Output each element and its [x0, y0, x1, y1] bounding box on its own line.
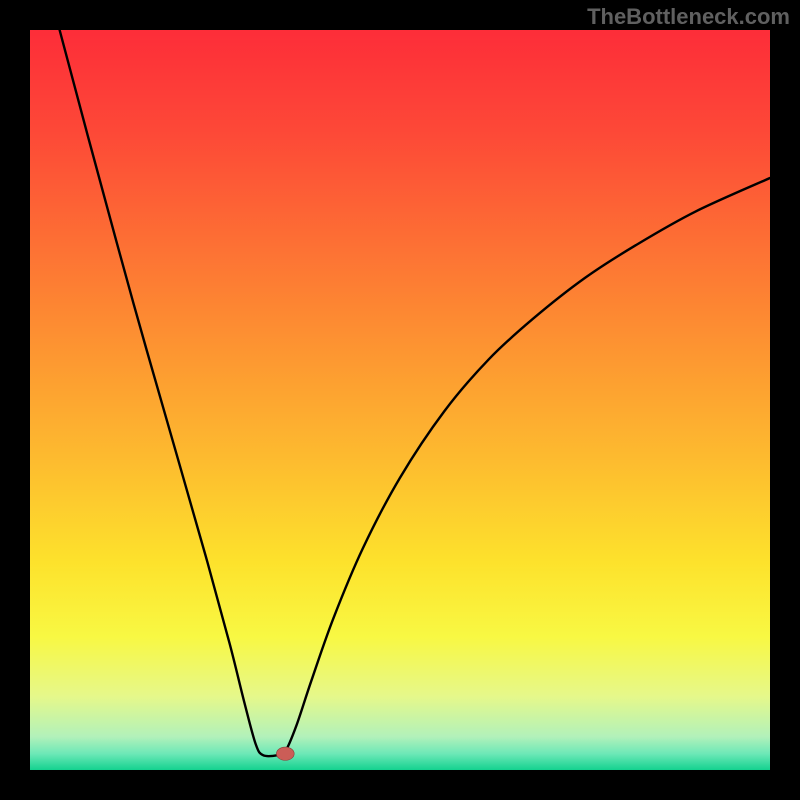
plot-svg: [30, 30, 770, 770]
minimum-marker: [276, 747, 294, 760]
plot-area: [30, 30, 770, 770]
chart-frame: TheBottleneck.com: [0, 0, 800, 800]
plot-background: [30, 30, 770, 770]
watermark-text: TheBottleneck.com: [587, 4, 790, 30]
